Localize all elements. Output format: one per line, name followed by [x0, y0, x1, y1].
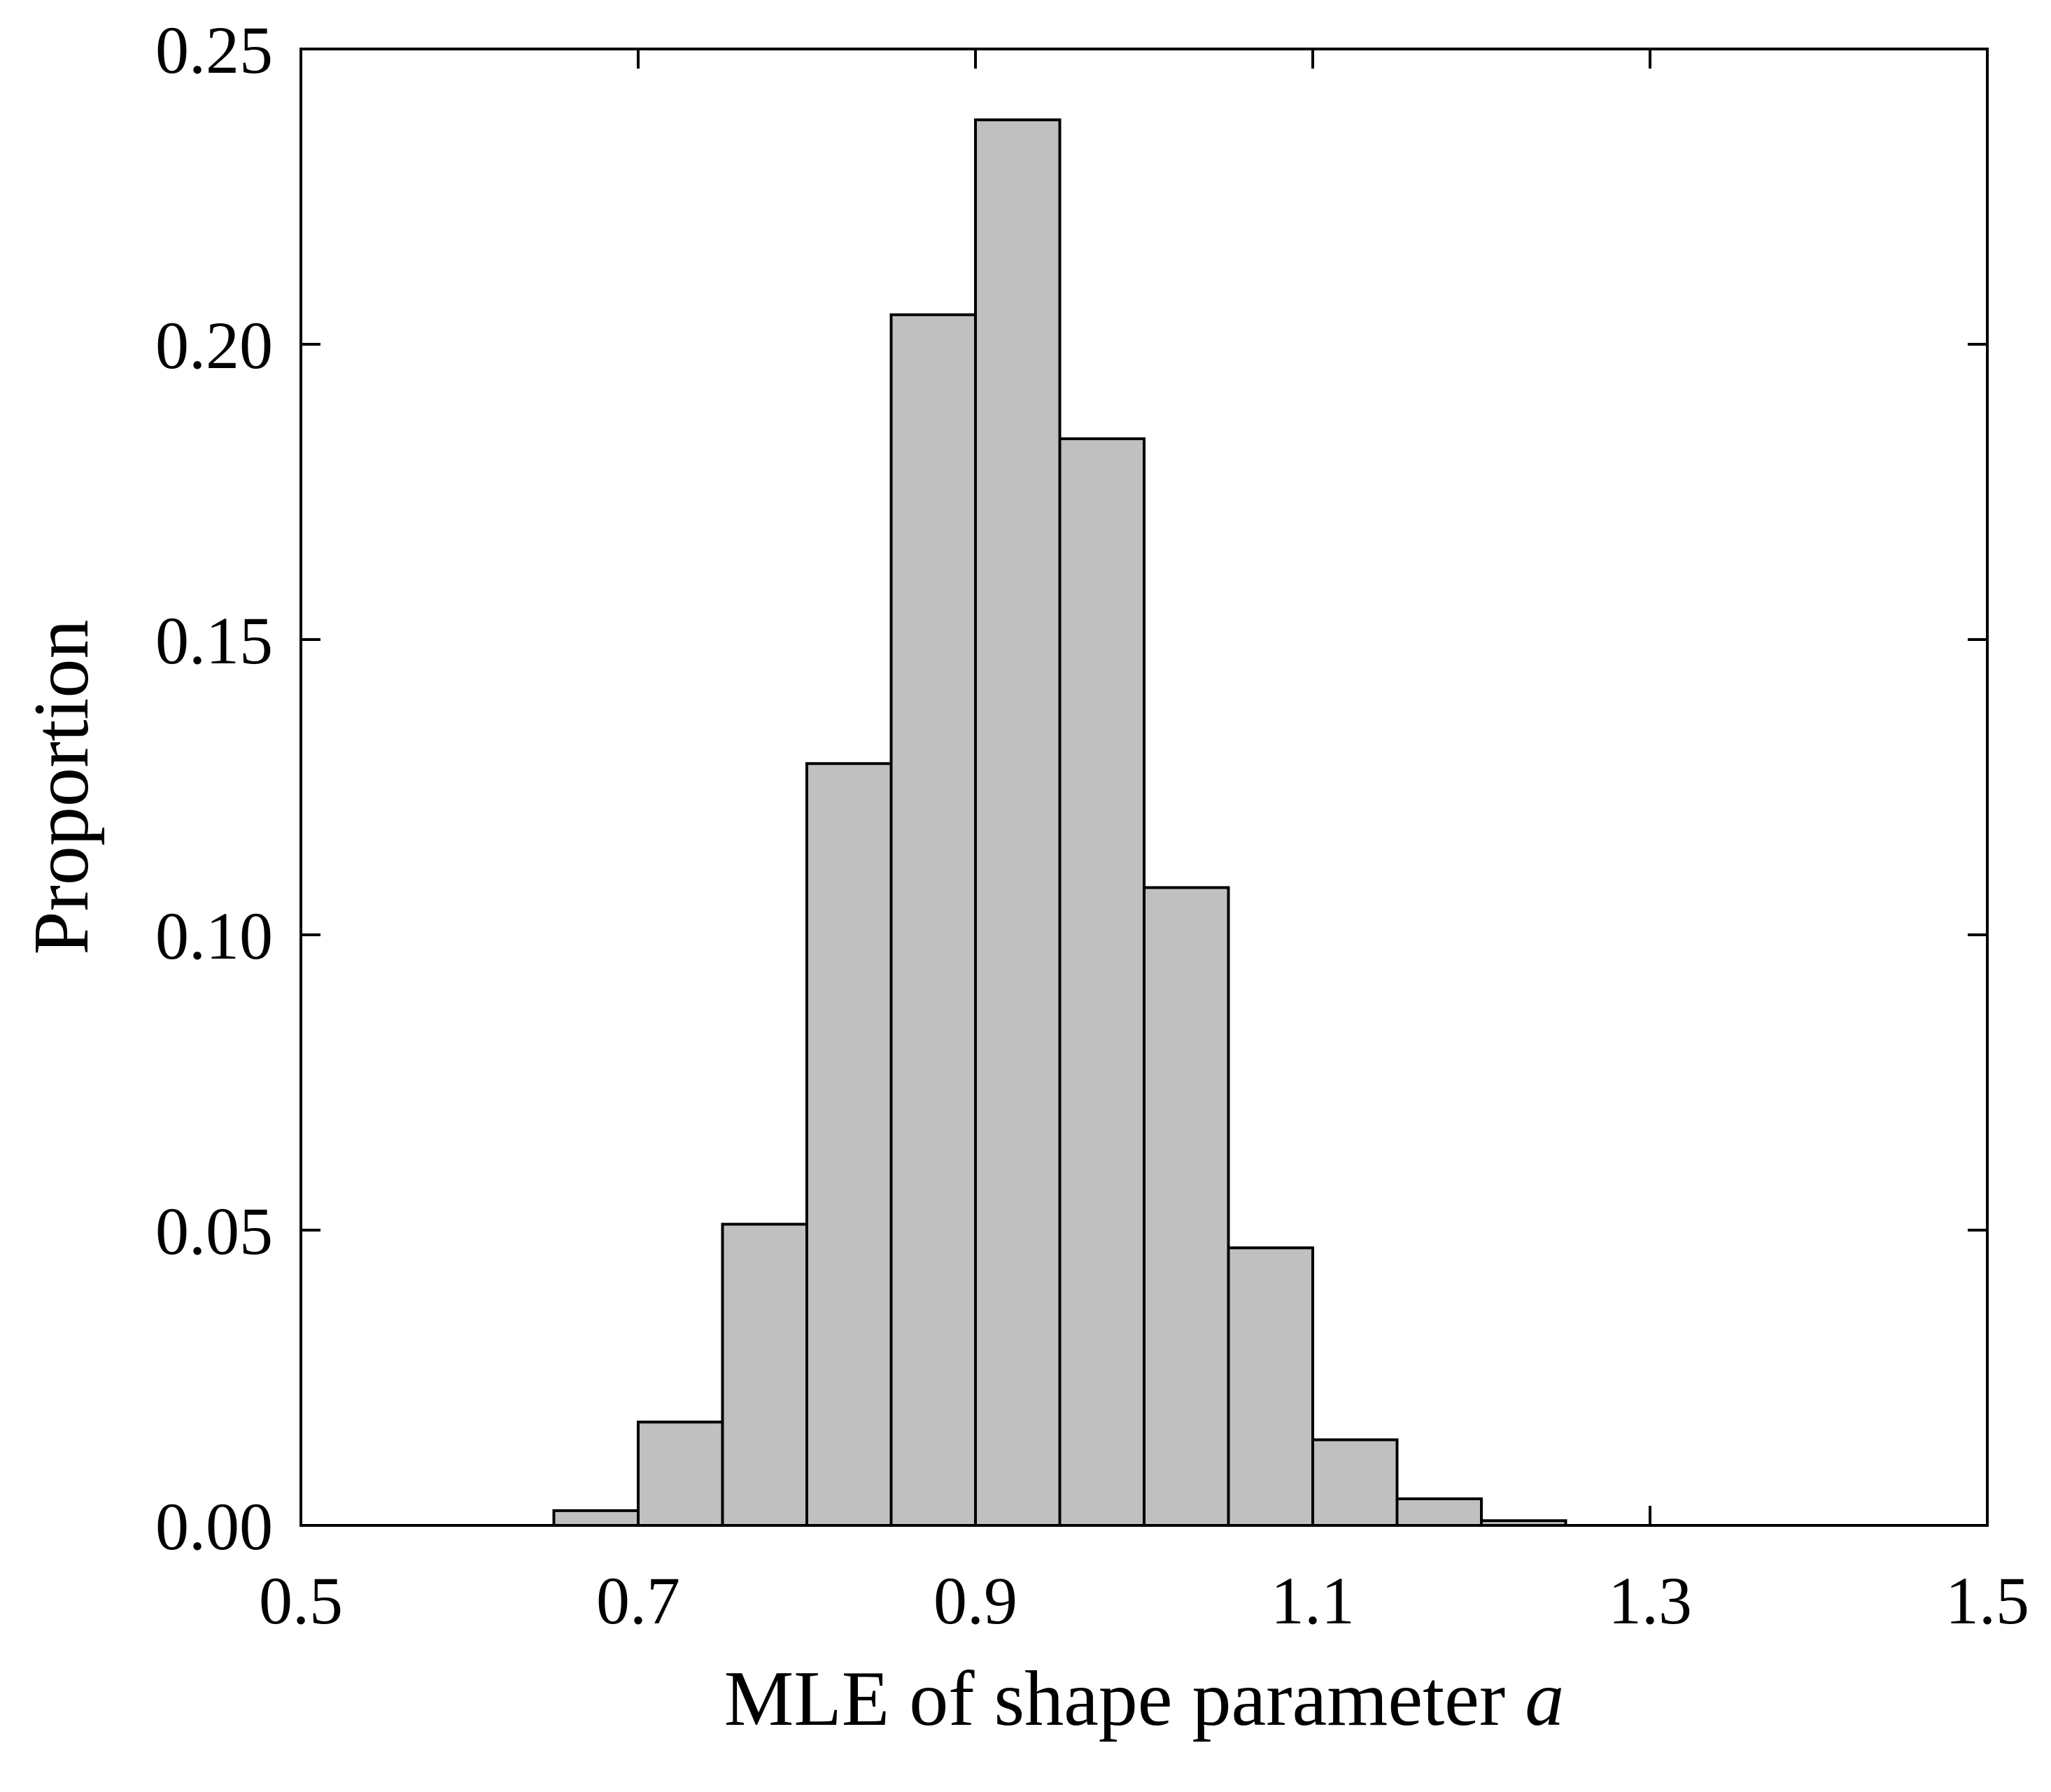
histogram-bar-8 [1143, 886, 1230, 1527]
histogram-bar-5 [889, 313, 977, 1527]
x-tick-labels: 0.5 0.7 0.9 1.1 1.3 1.5 [259, 1563, 2029, 1638]
x-axis-label-variable: a [1525, 1656, 1564, 1742]
histogram-bar-11 [1395, 1497, 1483, 1528]
x-tick-label: 0.7 [596, 1563, 680, 1638]
histogram-bar-7 [1058, 437, 1146, 1527]
histogram-bar-2 [637, 1420, 724, 1528]
x-axis-label: MLE of shape parameter a [724, 1656, 1564, 1742]
histogram-bar-6 [974, 118, 1062, 1527]
x-tick-label: 1.1 [1271, 1563, 1355, 1638]
x-tick-label: 0.9 [933, 1563, 1017, 1638]
histogram-bar-1 [552, 1509, 640, 1527]
histogram-bars [552, 118, 1567, 1528]
plot-frame [299, 48, 1989, 1527]
histogram-bar-3 [721, 1222, 808, 1528]
y-tick-label: 0.00 [155, 1489, 273, 1564]
histogram-bar-10 [1311, 1438, 1399, 1528]
x-tick-label: 1.5 [1945, 1563, 2029, 1638]
y-tick-label: 0.25 [155, 13, 273, 87]
y-tick-label: 0.15 [155, 603, 273, 678]
histogram-bar-4 [805, 762, 893, 1527]
y-tick-labels: 0.00 0.05 0.10 0.15 0.20 0.25 [155, 13, 273, 1564]
y-tick-label: 0.10 [155, 898, 273, 973]
y-tick-label: 0.05 [155, 1194, 273, 1269]
x-axis-label-text: MLE of shape parameter [724, 1656, 1525, 1742]
x-tick-label: 0.5 [259, 1563, 343, 1638]
x-tick-label: 1.3 [1608, 1563, 1692, 1638]
y-axis-label: Proportion [18, 619, 105, 954]
histogram-bar-9 [1227, 1246, 1314, 1527]
axis-ticks [299, 48, 1989, 1527]
y-tick-label: 0.20 [155, 308, 273, 383]
